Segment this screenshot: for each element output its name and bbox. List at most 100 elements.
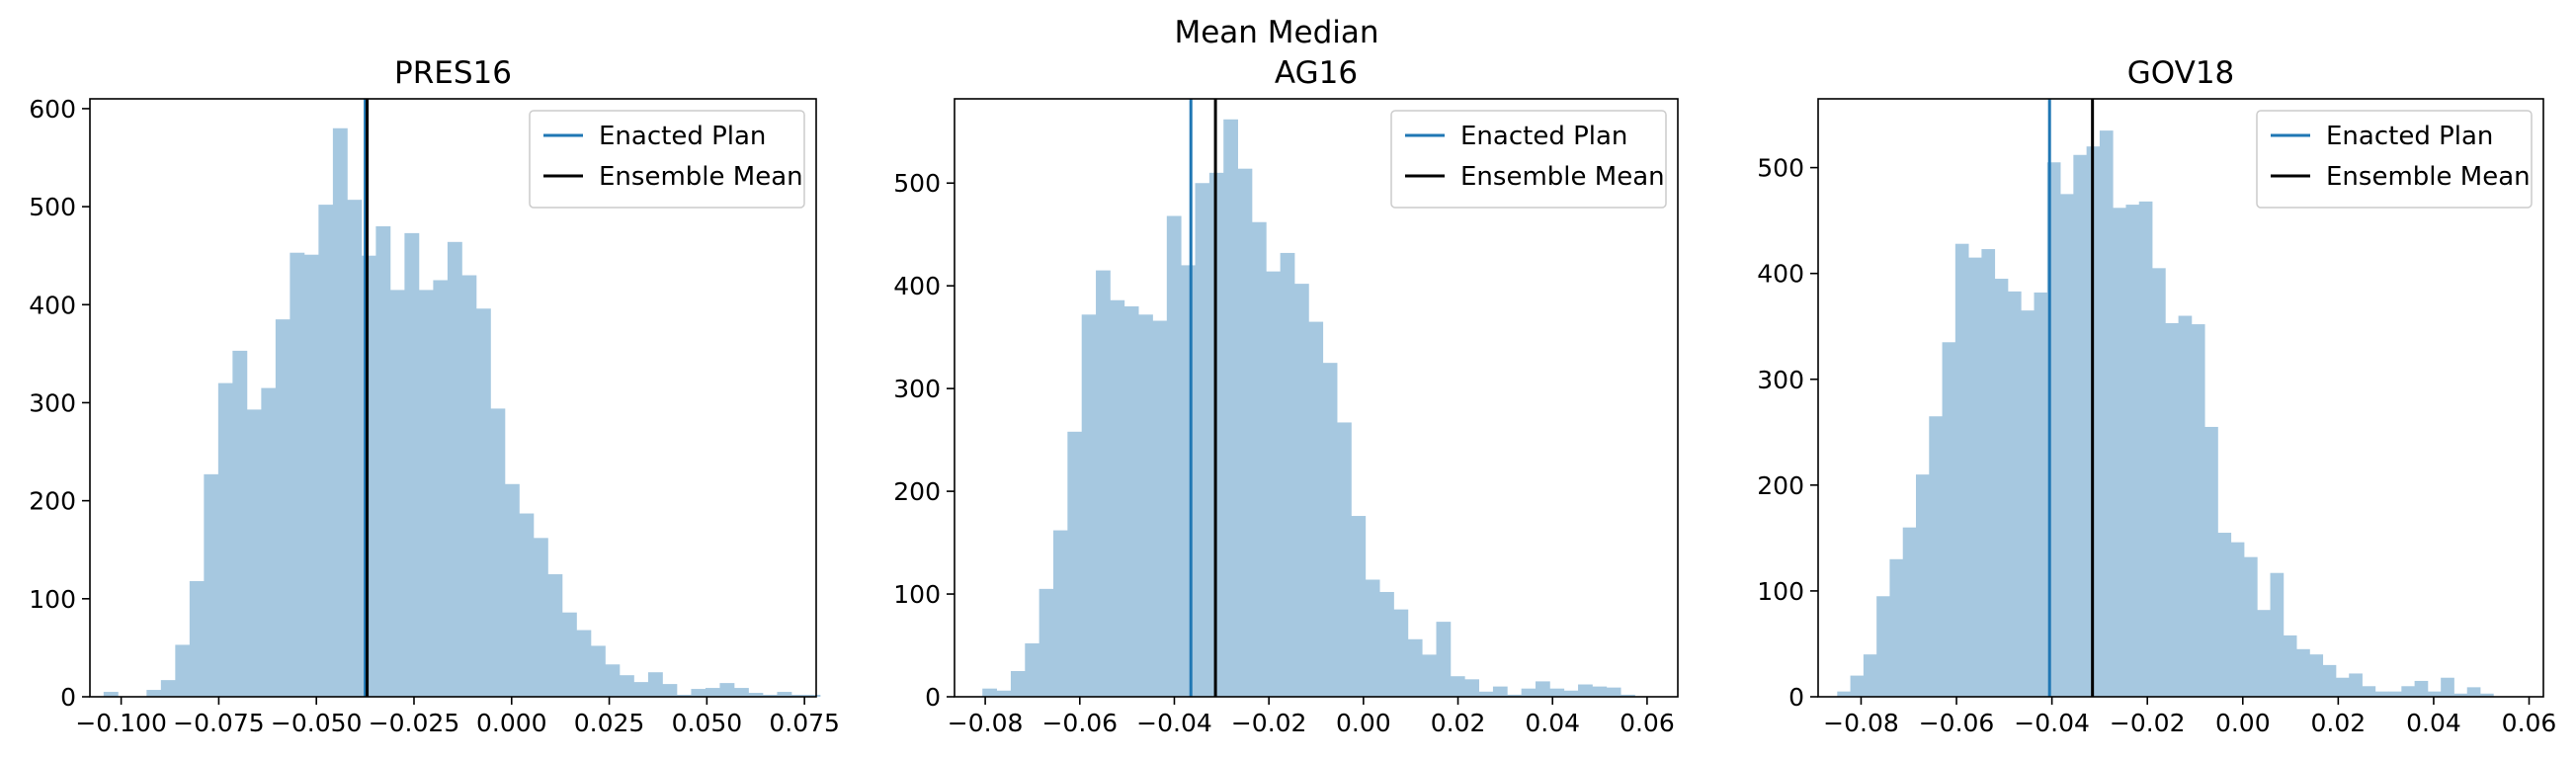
histogram-bar	[1308, 321, 1324, 697]
histogram-bar	[246, 409, 262, 697]
histogram-bar	[1067, 431, 1083, 697]
panel-gov18: −0.08 −0.06 −0.04 −0.02 0.00 0.02 0.04 0.06 0 100…	[1757, 55, 2556, 737]
histogram-bar	[647, 672, 663, 697]
x-tick-label: 0.06	[2502, 709, 2557, 737]
histogram-bar	[2374, 691, 2389, 697]
histogram-bar	[1293, 284, 1309, 697]
histogram-bar	[1492, 686, 1508, 697]
x-tick-label: −0.06	[1041, 709, 1118, 737]
histogram-bar	[475, 308, 491, 697]
histogram-bar	[2362, 686, 2376, 697]
histogram-panels: −0.100 −0.075 −0.050 −0.025 0.000 0.025 0.050 0…	[29, 55, 2556, 737]
histogram-bar	[2296, 648, 2310, 697]
histogram-bar	[1351, 516, 1367, 697]
histogram-bar	[2099, 130, 2114, 697]
histogram-bar	[1994, 279, 2009, 697]
histogram-bar	[1521, 688, 1537, 697]
histogram-bar	[1620, 694, 1635, 697]
histogram-bar	[1535, 681, 1550, 697]
y-tick-label: 400	[29, 291, 76, 319]
panel-ag16: −0.08 −0.06 −0.04 −0.02 0.00 0.02 0.04 0.06 0 100…	[893, 55, 1679, 737]
histogram-bar	[1195, 183, 1210, 698]
legend-label: Ensemble Mean	[599, 162, 803, 192]
histogram-bar	[103, 692, 119, 697]
histogram-bar	[1464, 679, 1479, 697]
histogram-bar	[1578, 684, 1593, 697]
x-tick-label: −0.050	[271, 709, 363, 737]
histogram-bar	[332, 127, 348, 698]
legend: Enacted Plan Ensemble Mean	[529, 110, 805, 209]
histogram-bar	[1863, 654, 1877, 697]
histogram-bar	[805, 695, 821, 697]
histogram-bar	[347, 200, 363, 697]
legend-label: Ensemble Mean	[1460, 162, 1665, 192]
histogram-bar	[404, 232, 420, 697]
histogram-bar	[175, 644, 191, 697]
histogram-bar	[691, 689, 706, 697]
histogram-bar	[777, 692, 792, 697]
histogram-bar	[1322, 363, 1338, 697]
histogram-bar	[146, 690, 162, 697]
histogram-bar	[1138, 314, 1153, 697]
histogram-bar	[1280, 252, 1295, 697]
histogram-bar	[1889, 558, 1904, 697]
legend-label: Ensemble Mean	[2326, 162, 2531, 192]
histogram-bar	[1422, 654, 1437, 697]
histogram-bar	[1365, 579, 1380, 697]
legend-label: Enacted Plan	[2326, 122, 2493, 151]
histogram-bar	[762, 695, 778, 697]
histogram-bar	[1123, 305, 1139, 697]
histogram-bar	[261, 387, 277, 697]
histogram-bar	[590, 645, 606, 697]
histogram-bar	[504, 483, 520, 697]
histogram-bar	[1223, 119, 1238, 697]
histogram-bar	[204, 473, 219, 697]
histogram-bar	[576, 630, 592, 697]
histogram-bar	[619, 675, 634, 697]
y-tick-label: 200	[1757, 471, 1804, 500]
histogram-bar	[1507, 694, 1523, 697]
histogram-bar	[2125, 205, 2140, 697]
histogram-bar	[547, 574, 563, 697]
histogram-bar	[2309, 654, 2324, 697]
y-tick-label: 100	[893, 580, 941, 609]
histogram-bar	[375, 225, 391, 697]
axes-frame	[89, 98, 817, 698]
histogram-bar	[1379, 591, 1394, 697]
panel-pres16: −0.100 −0.075 −0.050 −0.025 0.000 0.025 0.050 0…	[29, 55, 840, 737]
histogram-bar	[1052, 530, 1068, 697]
histogram-bar	[303, 254, 319, 697]
histogram-bar	[790, 695, 806, 697]
y-tick-label: 500	[29, 193, 76, 221]
histogram-bar	[705, 688, 720, 697]
histogram-bar	[490, 408, 506, 697]
histogram-bar	[461, 275, 477, 697]
histogram-bar	[719, 683, 735, 697]
y-tick-label: 0	[925, 683, 941, 712]
histogram-bar	[996, 690, 1012, 697]
histogram-bar	[982, 688, 997, 697]
x-tick-label: 0.000	[476, 709, 547, 737]
histogram-bar	[1563, 690, 1579, 697]
histogram-bar	[2191, 324, 2205, 697]
x-tick-label: 0.025	[574, 709, 645, 737]
histogram-bar	[1954, 243, 1969, 698]
histogram-bar	[1393, 609, 1409, 697]
x-tick-label: 0.00	[2215, 709, 2271, 737]
histogram-bar	[2335, 677, 2350, 697]
histogram-bar	[1337, 422, 1352, 697]
histogram-bar	[275, 319, 291, 697]
histogram-bar	[1266, 271, 1282, 697]
x-tick-label: −0.075	[173, 709, 265, 737]
histogram-bar	[2453, 693, 2468, 697]
legend-label: Enacted Plan	[1460, 122, 1627, 151]
histogram-bar	[433, 280, 449, 697]
legend-box	[2256, 110, 2533, 209]
histogram-bar	[2073, 154, 2088, 698]
x-tick-label: 0.04	[2406, 709, 2461, 737]
legend: Enacted Plan Ensemble Mean	[2256, 110, 2533, 209]
histogram-bar	[1915, 474, 1930, 697]
histogram-bar	[447, 241, 462, 697]
histogram-bar	[2270, 572, 2285, 697]
histogram-bar	[290, 252, 305, 697]
